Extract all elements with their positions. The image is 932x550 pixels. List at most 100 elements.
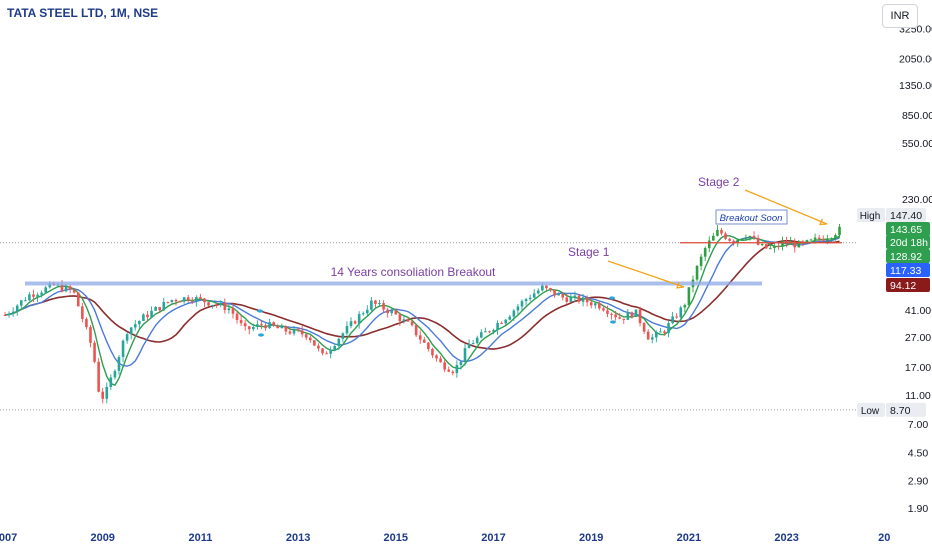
candle-body — [260, 324, 263, 326]
candle-body — [728, 238, 731, 241]
candle-body — [675, 316, 678, 318]
candle-body — [801, 241, 805, 243]
candle-body — [402, 319, 406, 322]
candle-body — [264, 325, 267, 329]
candle-body — [646, 331, 650, 340]
candle-body — [321, 348, 324, 354]
candle-body — [553, 289, 556, 296]
candle-body — [300, 330, 304, 335]
candle-body — [398, 314, 402, 322]
candle-body — [97, 361, 100, 392]
candle-body — [89, 327, 92, 343]
y-tick-label: 850.00 — [902, 110, 932, 122]
candle-body — [626, 312, 630, 320]
candle-body — [671, 316, 674, 324]
candle-body — [508, 316, 512, 320]
candle-body — [370, 300, 373, 310]
candle-body — [826, 238, 829, 241]
candle-body — [190, 300, 194, 302]
candle-body — [817, 237, 821, 240]
candle-body — [195, 297, 198, 302]
candle-body — [760, 244, 764, 246]
candle-body — [618, 317, 621, 319]
x-tick-label: 2019 — [579, 532, 603, 544]
candle-body — [247, 326, 251, 330]
candle-body — [378, 302, 381, 304]
candle-body — [520, 301, 524, 307]
candle-body — [838, 226, 841, 236]
candle-body — [695, 265, 699, 280]
candle-body — [679, 307, 683, 318]
candle-body — [732, 240, 735, 244]
candle-body — [154, 306, 157, 311]
y-tick-label: 1.90 — [908, 503, 929, 515]
price-tag-label: High — [860, 211, 881, 222]
candle-body — [524, 299, 528, 302]
y-tick-label: 550.00 — [902, 138, 932, 150]
candle-body — [284, 326, 288, 332]
price-tag-box — [886, 235, 930, 249]
candle-body — [166, 301, 170, 303]
candle-body — [813, 237, 817, 240]
candle-body — [769, 248, 772, 250]
candle-body — [577, 295, 581, 302]
candle-body — [24, 300, 27, 302]
candle-body — [138, 320, 141, 325]
candle-body — [634, 309, 638, 318]
candle-body — [235, 313, 239, 321]
candle-body — [622, 318, 626, 320]
candle-body — [536, 290, 540, 294]
candle-body — [467, 344, 471, 349]
candle-body — [109, 377, 113, 387]
candle-body — [687, 287, 691, 306]
candle-body — [638, 309, 642, 324]
candle-body — [15, 305, 19, 312]
candle-body — [223, 302, 227, 311]
candle-body — [463, 348, 467, 362]
candle-body — [455, 365, 459, 374]
candle-body — [699, 256, 703, 266]
candle-body — [756, 237, 760, 245]
candle-body — [614, 314, 617, 318]
candle-body — [146, 314, 149, 318]
candle-body — [479, 332, 483, 338]
candle-body — [703, 248, 707, 257]
candle-body — [744, 237, 748, 239]
x-tick-label: 2015 — [384, 532, 408, 544]
y-tick-label: 41.00 — [905, 305, 931, 317]
y-tick-label: 230.00 — [902, 194, 932, 206]
candle-body — [394, 310, 398, 315]
y-tick-label: 2.90 — [908, 476, 929, 488]
candle-body — [101, 391, 104, 399]
candle-body — [288, 331, 292, 334]
candle-body — [793, 241, 797, 248]
price-tag-value: 117.33 — [890, 265, 921, 277]
candle-body — [797, 241, 801, 248]
candle-body — [215, 304, 218, 306]
currency-button[interactable]: INR — [882, 4, 918, 28]
candle-body — [720, 229, 723, 234]
candle-body — [581, 297, 585, 302]
price-tag-value: 20d 18h — [890, 237, 928, 249]
annotation-consolidation: 14 Years consoliation Breakout — [331, 265, 496, 279]
candle-body — [667, 323, 670, 334]
candle-body — [573, 295, 577, 298]
candle-body — [663, 331, 666, 334]
candle-body — [610, 313, 613, 315]
candle-body — [203, 298, 206, 303]
candle-body — [655, 331, 658, 338]
price-tag-box — [886, 278, 930, 292]
candle-body — [565, 297, 569, 302]
candle-body — [492, 329, 495, 332]
candle-body — [561, 294, 565, 298]
candle-body — [821, 239, 825, 241]
candle-body — [68, 286, 72, 290]
candle-body — [451, 371, 455, 374]
candle-body — [382, 302, 385, 310]
candle-body — [541, 285, 544, 291]
x-tick-label: 20 — [878, 532, 890, 544]
x-tick-label: 2023 — [774, 532, 798, 544]
stage-1-arrow — [607, 260, 685, 288]
candle-body — [178, 301, 182, 303]
